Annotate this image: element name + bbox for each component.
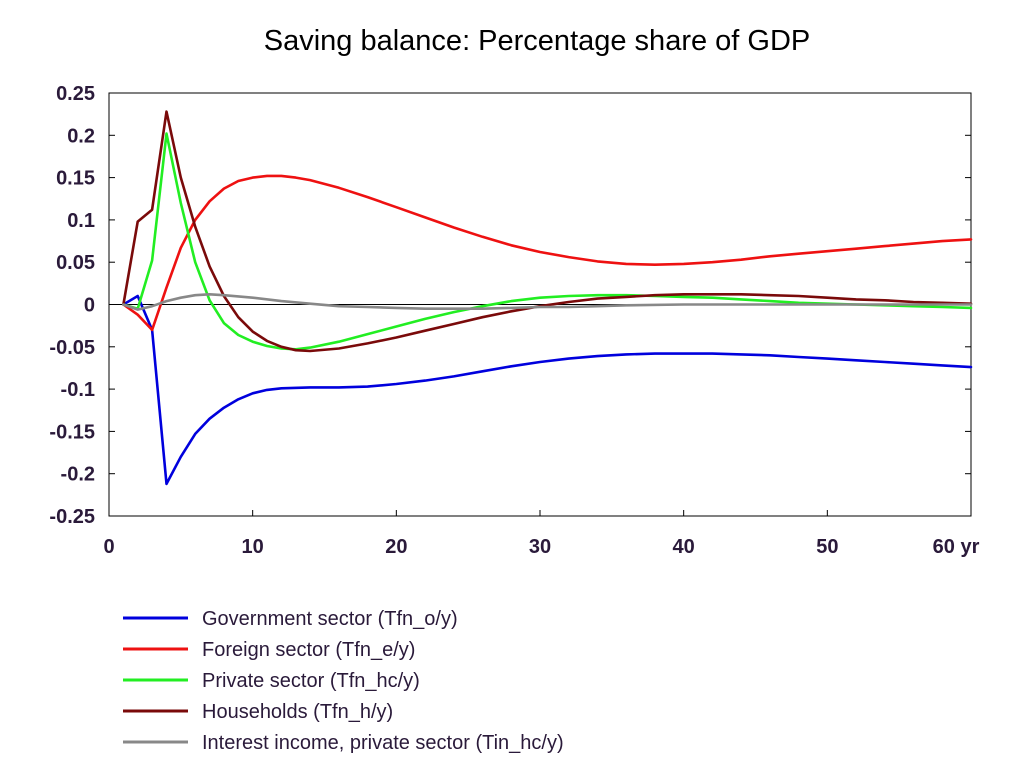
x-tick-label: 50 xyxy=(816,536,838,558)
x-axis: 0 10 20 30 40 50 60 yr xyxy=(103,510,980,558)
series-line-1 xyxy=(122,294,973,486)
series-lines xyxy=(122,110,973,486)
y-tick-label: -0.15 xyxy=(49,421,95,443)
x-tick-label: 20 xyxy=(385,536,407,558)
y-tick-label: -0.25 xyxy=(49,506,95,528)
series-line-2 xyxy=(122,174,973,332)
y-tick-label: 0.15 xyxy=(56,168,95,190)
legend-label-4: Households (Tfn_h/y) xyxy=(202,701,393,723)
y-tick-label: -0.2 xyxy=(61,464,95,486)
series-line-3 xyxy=(122,132,973,351)
x-tick-label: 40 xyxy=(673,536,695,558)
y-tick-label: 0.25 xyxy=(56,83,95,105)
legend-label-2: Foreign sector (Tfn_e/y) xyxy=(202,639,415,661)
x-tick-label: 60 yr xyxy=(933,536,980,558)
x-tick-label: 0 xyxy=(103,536,114,558)
series-line-5 xyxy=(122,293,973,311)
legend-label-1: Government sector (Tfn_o/y) xyxy=(202,608,458,630)
legend: Government sector (Tfn_o/y) Foreign secto… xyxy=(123,608,564,754)
y-tick-label: 0.05 xyxy=(56,252,95,274)
y-tick-label: 0.2 xyxy=(67,125,95,147)
series-line-4 xyxy=(122,110,973,353)
y-tick-label: 0 xyxy=(84,295,95,317)
chart-title: Saving balance: Percentage share of GDP xyxy=(264,25,811,57)
y-axis: 0.25 0.2 0.15 0.1 0.05 0 -0.05 -0.1 -0.15 -0.2 -0.… xyxy=(49,83,971,528)
x-tick-label: 10 xyxy=(242,536,264,558)
y-tick-label: 0.1 xyxy=(67,210,95,232)
y-tick-label: -0.1 xyxy=(61,379,95,401)
legend-label-5: Interest income, private sector (Tin_hc/… xyxy=(202,732,564,754)
legend-label-3: Private sector (Tfn_hc/y) xyxy=(202,670,420,692)
y-tick-label: -0.05 xyxy=(49,337,95,359)
x-tick-label: 30 xyxy=(529,536,551,558)
